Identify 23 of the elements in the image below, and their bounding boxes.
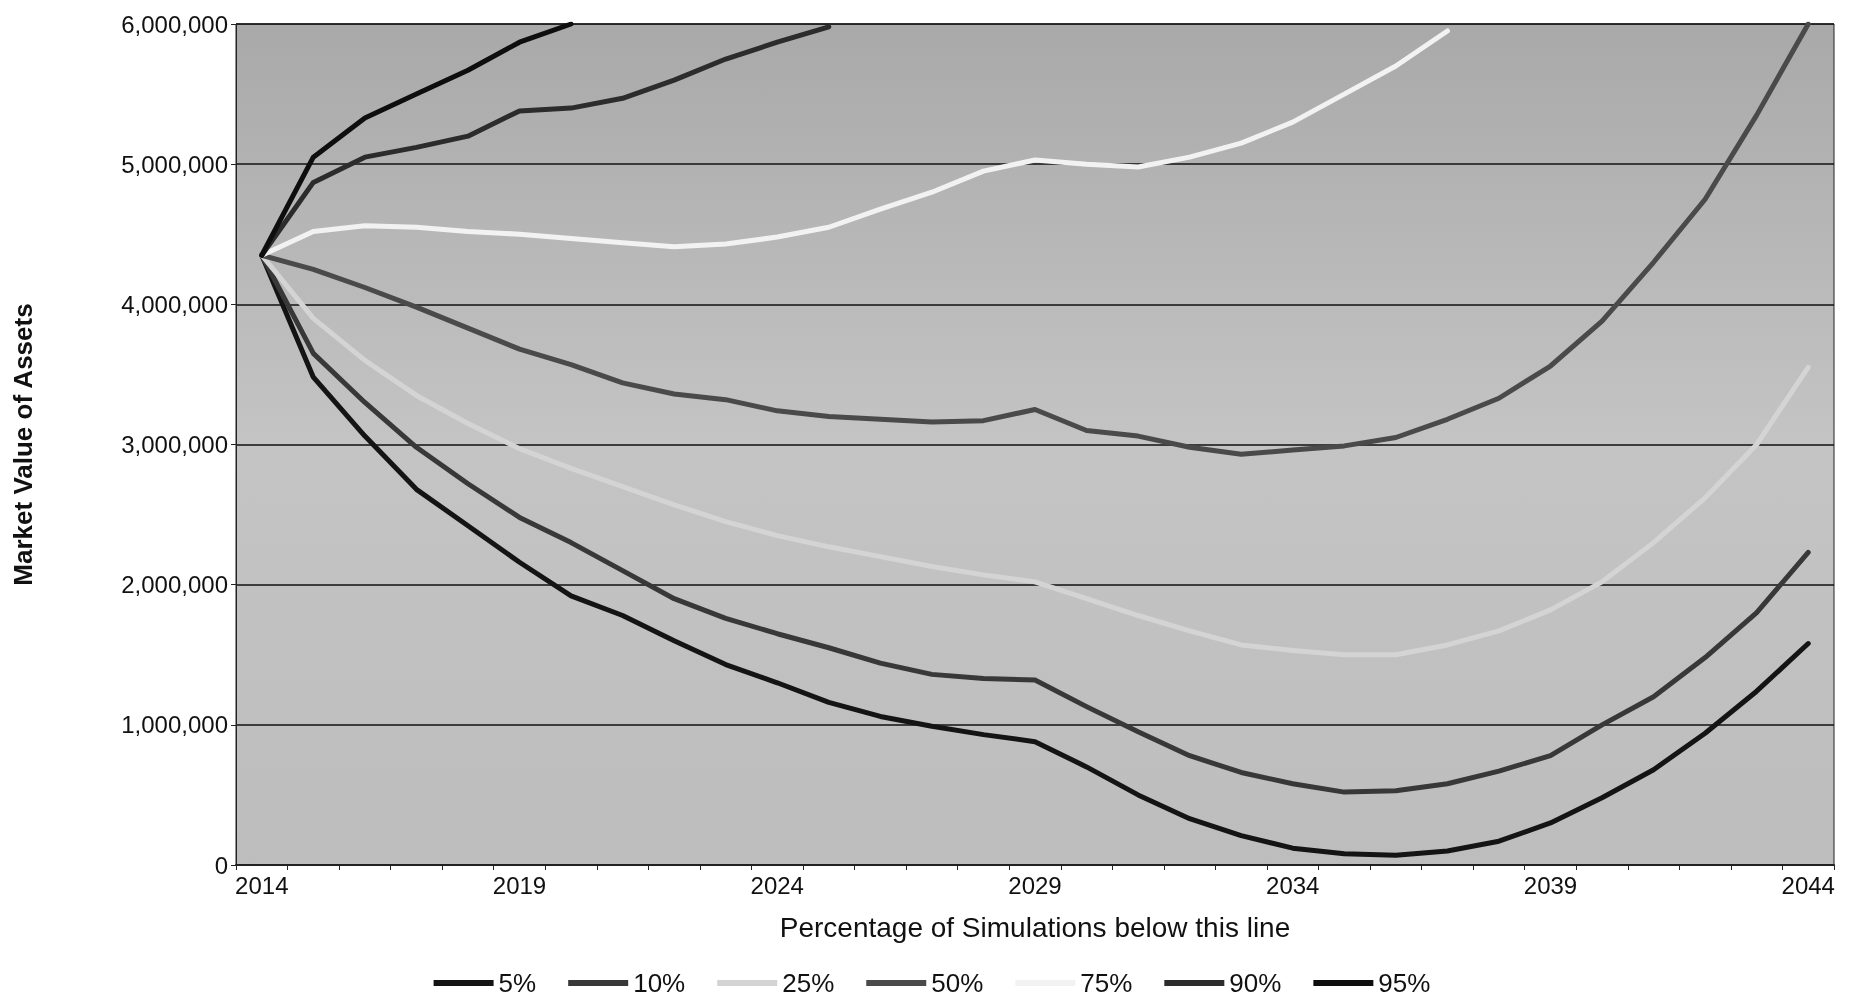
- y-tick-label: 1,000,000: [121, 711, 228, 739]
- x-tick-label: 2044: [1781, 871, 1835, 899]
- legend-label: 75%: [1080, 968, 1133, 998]
- legend-label: 25%: [782, 968, 835, 998]
- y-axis-title: Market Value of Assets: [8, 303, 38, 586]
- x-axis-title: Percentage of Simulations below this line: [779, 911, 1291, 943]
- x-tick-label: 2024: [750, 871, 804, 899]
- legend-label: 5%: [498, 968, 537, 998]
- legend-label: 10%: [633, 968, 686, 998]
- x-tick-label: 2029: [1008, 871, 1062, 899]
- legend-label: 90%: [1229, 968, 1282, 998]
- x-tick-label: 2014: [235, 871, 289, 899]
- y-tick-label: 0: [214, 851, 228, 879]
- y-tick-label: 5,000,000: [121, 150, 228, 178]
- x-tick-label: 2019: [492, 871, 547, 899]
- x-tick-label: 2034: [1266, 871, 1320, 899]
- y-tick-label: 2,000,000: [121, 571, 228, 599]
- y-tick-label: 6,000,000: [121, 10, 228, 38]
- x-tick-label: 2039: [1523, 871, 1578, 899]
- legend-label: 50%: [931, 968, 984, 998]
- y-tick-label: 4,000,000: [121, 290, 228, 318]
- legend-label: 95%: [1378, 968, 1431, 998]
- y-tick-label: 3,000,000: [121, 431, 228, 458]
